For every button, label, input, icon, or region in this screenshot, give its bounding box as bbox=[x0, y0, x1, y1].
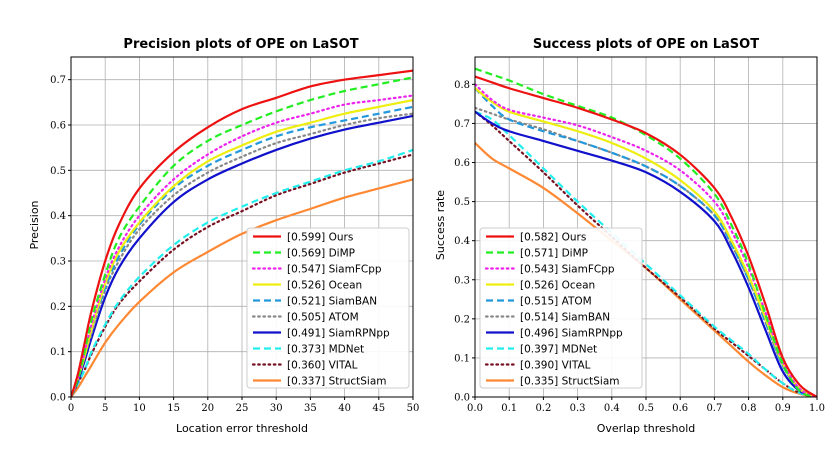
precision-x-tick-label: 30 bbox=[270, 403, 283, 414]
precision-x-tick-label: 5 bbox=[102, 403, 108, 414]
success-y-axis-label: Success rate bbox=[434, 190, 447, 260]
success-y-tick-label: 0.7 bbox=[454, 119, 470, 130]
precision-plot: Precision plots of OPE on LaSOT Location… bbox=[28, 37, 419, 435]
success-x-tick-label: 0.6 bbox=[672, 403, 688, 414]
success-series-lines bbox=[475, 67, 817, 397]
precision-legend-label-ocean: [0.526] Ocean bbox=[287, 279, 362, 291]
precision-series-structsiam-line bbox=[71, 178, 413, 397]
success-x-tick-label: 0.3 bbox=[570, 403, 586, 414]
success-series-dimp-line bbox=[475, 67, 817, 397]
success-y-tick-label: 0.0 bbox=[454, 393, 470, 404]
precision-y-tick-label: 0.6 bbox=[50, 121, 66, 132]
success-x-tick-label: 0.9 bbox=[775, 403, 791, 414]
precision-y-tick-label: 0.7 bbox=[50, 75, 66, 86]
precision-x-tick-label: 20 bbox=[201, 403, 214, 414]
precision-plot-frame bbox=[70, 56, 414, 398]
success-series-ours-line bbox=[475, 75, 817, 397]
success-series-siamban-line bbox=[475, 106, 817, 397]
precision-x-tick-label: 25 bbox=[236, 403, 249, 414]
precision-series-dimp-line bbox=[71, 76, 413, 397]
success-series-structsiam-line bbox=[475, 142, 817, 397]
precision-y-tick-label: 0.1 bbox=[50, 347, 66, 358]
precision-legend-label-ours: [0.599] Ours bbox=[287, 231, 353, 243]
precision-y-tick-label: 0.5 bbox=[50, 166, 66, 177]
precision-x-tick-label: 50 bbox=[407, 403, 420, 414]
precision-series-mdnet-line bbox=[71, 148, 413, 397]
precision-legend-box bbox=[246, 227, 410, 389]
precision-x-tick-label: 0 bbox=[68, 403, 74, 414]
precision-y-axis-label: Precision bbox=[28, 200, 41, 249]
precision-y-tick-label: 0.4 bbox=[50, 211, 66, 222]
success-plot: Success plots of OPE on LaSOT Overlap th… bbox=[434, 37, 825, 435]
success-x-axis-label: Overlap threshold bbox=[597, 422, 696, 435]
success-y-tick-label: 0.4 bbox=[454, 236, 470, 247]
precision-x-tick-label: 45 bbox=[372, 403, 385, 414]
success-y-tick-label: 0.5 bbox=[454, 197, 470, 208]
precision-legend-label-siamrpnpp: [0.491] SiamRPNpp bbox=[287, 327, 390, 339]
precision-legend-label-siamfcpp: [0.547] SiamFCpp bbox=[287, 263, 382, 275]
precision-legend-label-structsiam: [0.337] StructSiam bbox=[287, 375, 386, 387]
success-x-tick-label: 0.2 bbox=[535, 403, 551, 414]
precision-series-ocean-line bbox=[71, 98, 413, 397]
precision-series-siamfcpp-line bbox=[71, 94, 413, 397]
success-series-vital-line bbox=[475, 110, 817, 397]
success-x-tick-label: 0.7 bbox=[706, 403, 722, 414]
precision-legend: [0.599] Ours [0.569] DiMP [0.547] SiamFCpp… bbox=[246, 227, 410, 389]
precision-plot-title: Precision plots of OPE on LaSOT bbox=[123, 37, 358, 52]
precision-y-tick-label: 0.3 bbox=[50, 257, 66, 268]
precision-series-vital-line bbox=[71, 153, 413, 397]
precision-legend-label-vital: [0.360] VITAL bbox=[287, 359, 358, 371]
success-x-tick-label: 0.1 bbox=[501, 403, 517, 414]
precision-x-tick-label: 40 bbox=[338, 403, 351, 414]
precision-legend-label-siamban: [0.521] SiamBAN bbox=[287, 295, 377, 307]
success-legend: [0.582] Ours [0.571] DiMP [0.543] SiamFCpp… bbox=[479, 227, 643, 389]
success-legend-label-ours: [0.582] Ours bbox=[520, 231, 586, 243]
success-y-tick-label: 0.8 bbox=[454, 80, 470, 91]
success-legend-box bbox=[479, 227, 643, 389]
success-legend-label-siamfcpp: [0.543] SiamFCpp bbox=[520, 263, 615, 275]
precision-x-axis-label: Location error threshold bbox=[176, 422, 308, 435]
success-y-tick-label: 0.2 bbox=[454, 314, 470, 325]
success-x-tick-label: 1.0 bbox=[809, 403, 825, 414]
success-x-tick-label: 0.5 bbox=[638, 403, 654, 414]
success-legend-label-mdnet: [0.397] MDNet bbox=[520, 343, 597, 355]
precision-x-tick-label: 35 bbox=[304, 403, 317, 414]
precision-x-tick-label: 10 bbox=[133, 403, 146, 414]
success-plot-title: Success plots of OPE on LaSOT bbox=[533, 37, 759, 52]
success-y-tick-label: 0.6 bbox=[454, 158, 470, 169]
precision-legend-label-dimp: [0.569] DiMP bbox=[287, 247, 355, 259]
precision-legend-label-mdnet: [0.373] MDNet bbox=[287, 343, 364, 355]
success-legend-label-siamban: [0.514] SiamBAN bbox=[520, 311, 610, 323]
precision-y-tick-label: 0.2 bbox=[50, 302, 66, 313]
success-legend-label-structsiam: [0.335] StructSiam bbox=[520, 375, 619, 387]
success-plot-frame bbox=[474, 56, 818, 398]
precision-series-siamrpnpp-line bbox=[71, 114, 413, 397]
success-y-tick-label: 0.1 bbox=[454, 353, 470, 364]
success-legend-label-atom: [0.515] ATOM bbox=[520, 295, 592, 307]
success-series-mdnet-line bbox=[475, 110, 817, 397]
precision-legend-label-atom: [0.505] ATOM bbox=[287, 311, 359, 323]
precision-x-tick-label: 15 bbox=[167, 403, 180, 414]
success-legend-label-vital: [0.390] VITAL bbox=[520, 359, 591, 371]
success-x-tick-label: 0.4 bbox=[604, 403, 620, 414]
success-x-tick-label: 0.0 bbox=[467, 403, 483, 414]
success-series-siamrpnpp-line bbox=[475, 110, 817, 397]
precision-y-tick-label: 0.0 bbox=[50, 393, 66, 404]
precision-series-ours-line bbox=[71, 69, 413, 397]
success-y-tick-label: 0.3 bbox=[454, 275, 470, 286]
success-legend-label-siamrpnpp: [0.496] SiamRPNpp bbox=[520, 327, 623, 339]
success-x-tick-label: 0.8 bbox=[741, 403, 757, 414]
success-legend-label-dimp: [0.571] DiMP bbox=[520, 247, 588, 259]
success-legend-label-ocean: [0.526] Ocean bbox=[520, 279, 595, 291]
precision-series-lines bbox=[71, 69, 413, 397]
